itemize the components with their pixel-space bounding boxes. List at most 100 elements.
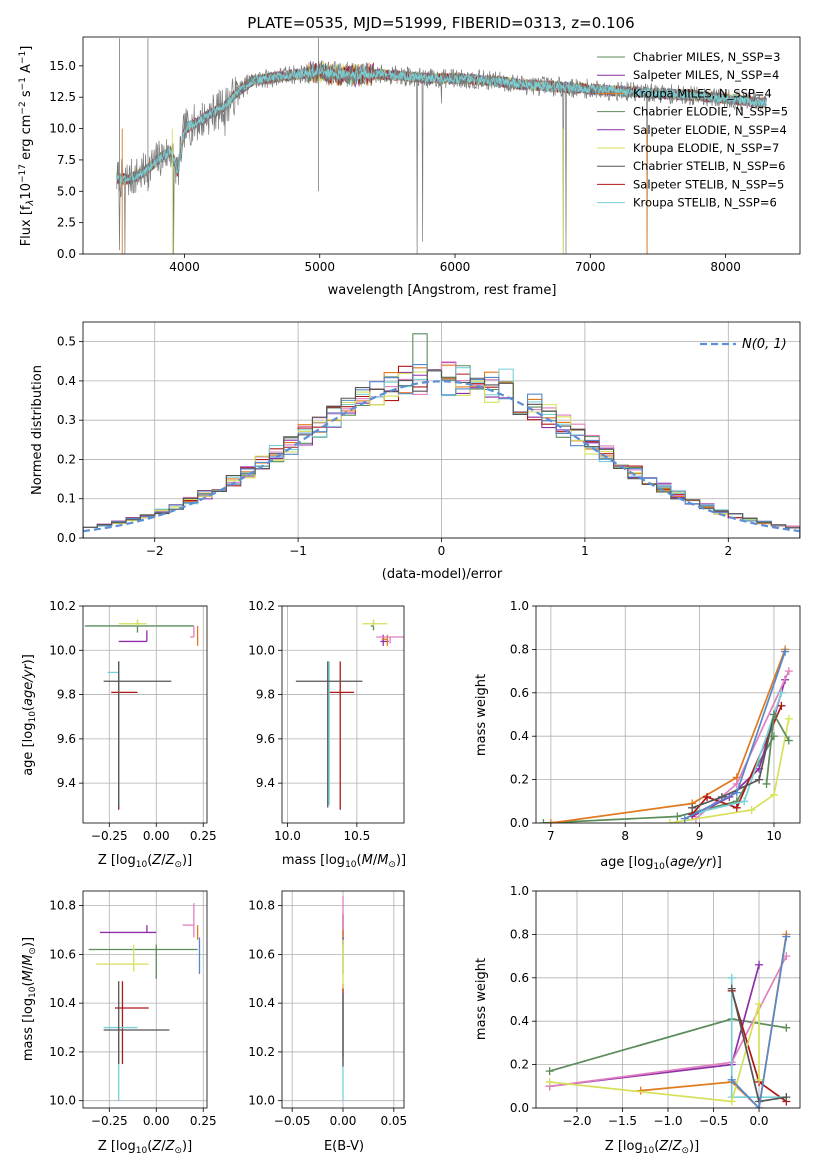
x-tick-label: 0.25: [190, 829, 217, 843]
weight-marker: [703, 792, 712, 801]
weight-marker: [732, 788, 741, 797]
weight-line-7: [691, 714, 775, 809]
errorbar-point-7: [103, 981, 170, 1065]
y-tick-label: 2.5: [57, 216, 76, 230]
spectrum-legend: Chabrier MILES, N_SSP=3 Salpeter MILES, N…: [597, 50, 788, 210]
x-tick-label: 7: [547, 829, 555, 843]
x-tick-label: 0.00: [143, 1114, 170, 1128]
axes-frame: [82, 890, 208, 1109]
legend-label-7: Salpeter STELIB, N_SSP=5: [633, 177, 784, 191]
weight-marker: [539, 819, 548, 823]
legend-label-4: Salpeter ELODIE, N_SSP=4: [633, 123, 787, 137]
x-tick-label: 0: [438, 544, 446, 558]
weight-marker: [732, 803, 741, 812]
y-tick-label: 9.6: [256, 732, 275, 746]
errorbar-point-3: [190, 625, 195, 638]
y-tick-label: 0.4: [510, 1014, 529, 1028]
y-tick-label: 0.4: [510, 729, 529, 743]
x-tick-label: −0.25: [91, 829, 128, 843]
y-tick-label: 10.0: [248, 643, 275, 657]
weight-line-2: [550, 649, 786, 823]
spectrum-xlabel: wavelength [Angstrom, rest frame]: [328, 283, 557, 298]
y-tick-label: 10.2: [49, 599, 76, 613]
data-layer: [116, 38, 767, 254]
errorbar-point-3: [182, 903, 195, 938]
y-tick-label: 10.0: [248, 1094, 275, 1108]
weight-vs-age-ylabel: mass weight: [474, 674, 489, 756]
errorbar-point-0: [88, 944, 198, 979]
axes-frame: [281, 890, 405, 1109]
x-tick-label: 0.25: [190, 1114, 217, 1128]
age-vs-Z-xlabel: Z [log10(Z/Z⊙)]: [98, 853, 192, 870]
weight-marker: [769, 790, 778, 799]
mass-vs-Z-xlabel: Z [log10(Z/Z⊙)]: [98, 1139, 192, 1156]
residuals-plot-area: −2 −1 0 1 2 0.0 0.1 0.2 0.3 0.4 0.5 N(0, 1): [57, 321, 801, 558]
grid-lines: [83, 891, 207, 1108]
y-tick-label: 10.6: [248, 947, 275, 961]
weight-marker: [727, 1097, 736, 1106]
weight-line-6: [669, 718, 790, 823]
weight-marker: [546, 819, 555, 823]
y-tick-label: 7.5: [57, 153, 76, 167]
legend-label-3: Chabrier ELODIE, N_SSP=5: [633, 105, 788, 119]
weight-vs-Z-ylabel: mass weight: [474, 958, 489, 1040]
model-spectrum-6: [116, 62, 767, 185]
x-tick-label: −2.0: [562, 1114, 591, 1128]
legend-label-5: Kroupa ELODIE, N_SSP=7: [633, 141, 779, 155]
panel-residuals: −2 −1 0 1 2 0.0 0.1 0.2 0.3 0.4 0.5 N(0, 1) (data-m…: [30, 321, 801, 582]
y-tick-label: 0.3: [57, 413, 76, 427]
x-tick-label: −1: [289, 544, 307, 558]
panel-mass-vs-Z: −0.25 0.00 0.25 10.0 10.2 10.4 10.6 10.8 Z [log…: [21, 890, 217, 1156]
panel-age-vs-mass: 10.0 10.5 9.4 9.6 9.8 10.0 10.2 mass [log10(M/…: [248, 599, 406, 870]
x-tick-label: 10.0: [274, 829, 301, 843]
weight-line-6: [549, 1003, 760, 1103]
age-vs-Z-ylabel: age [log10(age/yr)]: [21, 654, 38, 776]
data-layer: [88, 903, 201, 1101]
x-tick-label: 10: [766, 829, 781, 843]
errorbar-point-1: [99, 925, 157, 934]
weight-marker: [762, 779, 771, 788]
x-tick-label: 10.5: [344, 829, 371, 843]
x-tick-label: −0.05: [274, 1114, 311, 1128]
weight-line-8: [731, 936, 788, 1108]
y-tick-label: 10.0: [49, 122, 76, 136]
age-vs-Z-plot-area: −0.25 0.00 0.25 9.4 9.6 9.8 10.0 10.2: [49, 599, 216, 843]
legend-label-normal: N(0, 1): [742, 337, 787, 352]
y-tick-label: 1.0: [510, 884, 529, 898]
age-vs-mass-xlabel: mass [log10(M/M⊙)]: [282, 853, 406, 870]
y-tick-label: 0.0: [510, 1101, 529, 1115]
grid-lines: [282, 605, 404, 823]
legend-label-0: Chabrier MILES, N_SSP=3: [633, 50, 780, 64]
y-tick-label: 9.4: [57, 776, 76, 790]
x-tick-label: 1: [581, 544, 589, 558]
panel-weight-vs-age: 7 8 9 10 0.0 0.2 0.4 0.6 0.8 1.0 age [log10(age/y…: [474, 599, 801, 872]
grid-lines: [83, 605, 207, 823]
weight-marker: [755, 1075, 764, 1084]
panel-spectrum: 4000 5000 6000 7000 8000 0.0 2.5 5.0 7.5 10.0 12.5…: [18, 36, 801, 298]
y-tick-label: 0.6: [510, 971, 529, 985]
weight-marker: [784, 736, 793, 745]
x-tick-label: 9: [696, 829, 704, 843]
weight-marker: [777, 701, 786, 710]
weight-marker: [665, 819, 674, 823]
model-spectrum-top: [116, 66, 767, 183]
legend-label-6: Chabrier STELIB, N_SSP=6: [633, 159, 785, 173]
weight-marker: [673, 812, 682, 821]
panel-age-vs-Z: −0.25 0.00 0.25 9.4 9.6 9.8 10.0 10.2 Z [log10(…: [21, 599, 217, 870]
x-tick-label: 4000: [169, 260, 200, 274]
histogram-7: [83, 363, 800, 538]
y-tick-label: 1.0: [510, 599, 529, 613]
x-tick-label: 7000: [575, 260, 606, 274]
weight-marker: [755, 960, 764, 969]
weight-marker: [688, 803, 697, 812]
errorbar-point-3: [376, 636, 404, 644]
y-tick-label: 10.4: [49, 996, 76, 1010]
axes-frame: [535, 890, 801, 1109]
weight-vs-Z-xlabel: Z [log10(Z/Z⊙)]: [605, 1139, 699, 1156]
figure-title: PLATE=0535, MJD=51999, FIBERID=0313, z=0…: [247, 14, 634, 32]
mass-vs-EBV-xlabel: E(B-V): [324, 1139, 364, 1154]
y-tick-label: 0.0: [57, 531, 76, 545]
y-tick-label: 10.0: [49, 643, 76, 657]
panel-weight-vs-Z: −2.0 −1.5 −1.0 −0.5 0.0 0.0 0.2 0.4 0.6 0.8 1.0 Z …: [474, 884, 801, 1156]
y-tick-label: 5.0: [57, 184, 76, 198]
